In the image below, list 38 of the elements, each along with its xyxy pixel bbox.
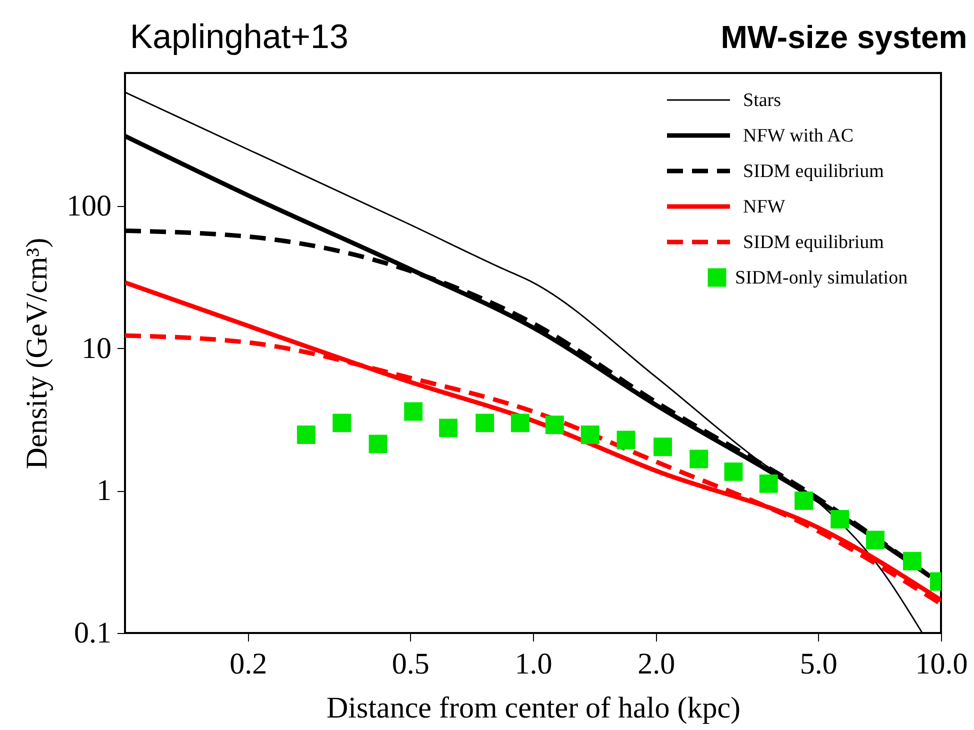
point [654, 438, 672, 456]
point [830, 510, 850, 528]
legend-label: SIDM-only simulation [735, 268, 908, 288]
x-axis-title: Distance from center of halo (kpc) [326, 692, 740, 724]
x-tick-label: 1.0 [514, 648, 552, 680]
x-tick-label: 0.2 [230, 648, 268, 680]
point [794, 491, 814, 510]
point [724, 462, 743, 481]
x-tick-label: 10.0 [915, 648, 968, 680]
point [476, 414, 494, 432]
y-tick-label: 100 [66, 190, 112, 223]
y-tick-label: 0.1 [74, 616, 112, 650]
point [902, 552, 922, 570]
point [866, 530, 884, 550]
legend-label: NFW [743, 196, 786, 218]
legend-label: NFW with AC [743, 126, 854, 146]
point [545, 416, 564, 434]
legend-label: Stars [743, 90, 781, 111]
y-tick-label: 1 [96, 474, 112, 508]
point [510, 414, 530, 432]
point [296, 426, 316, 444]
x-tick-label: 0.5 [392, 648, 430, 680]
x-tick-label: 5.0 [800, 648, 838, 680]
point [690, 450, 708, 468]
point [439, 418, 458, 438]
point [404, 402, 423, 421]
y-tick-label: 10 [82, 332, 112, 365]
point [368, 434, 388, 454]
chart-title: MW-size system [720, 19, 968, 55]
point [759, 474, 778, 493]
point [332, 414, 352, 432]
y-axis-title: Density (GeV/cm³) [20, 238, 54, 470]
point [616, 430, 636, 450]
point [580, 426, 600, 444]
x-tick-label: 2.0 [638, 648, 676, 680]
legend-label: SIDM equilibrium [743, 161, 884, 182]
text: Kaplinghat+13 [130, 18, 348, 56]
legend-label: SIDM equilibrium [743, 232, 884, 253]
